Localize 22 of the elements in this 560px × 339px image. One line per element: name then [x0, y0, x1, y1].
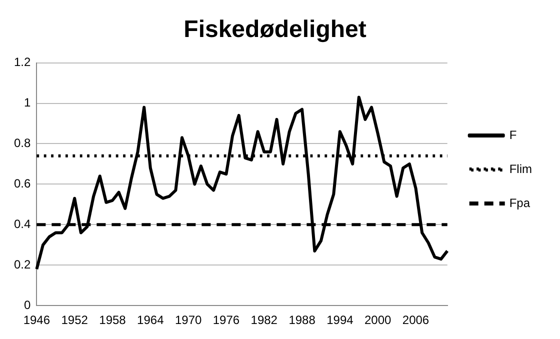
x-tick-label: 1952	[61, 313, 88, 328]
x-tick-label: 1976	[212, 313, 240, 328]
x-tick-label: 1964	[137, 313, 164, 328]
x-tick-label: 1982	[250, 313, 278, 328]
legend-label: Fpa	[509, 196, 530, 210]
y-tick-label: 0	[24, 298, 31, 312]
x-tick-label: 2000	[364, 313, 392, 328]
y-tick-label: 0.6	[14, 176, 31, 191]
y-tick-label: 0.8	[14, 136, 31, 150]
chart-title: Fiskedødelighet	[184, 16, 366, 44]
y-tick-label: 1.2	[14, 55, 31, 70]
legend-label: F	[509, 128, 517, 142]
x-tick-label: 1994	[326, 313, 354, 328]
legend-label: Flim	[509, 162, 532, 176]
x-tick-label: 1970	[174, 313, 202, 328]
x-tick-label: 1958	[99, 313, 126, 328]
x-tick-label: 2006	[402, 313, 430, 328]
y-tick-label: 0.2	[14, 257, 31, 272]
x-tick-label: 1946	[23, 313, 50, 328]
x-tick-label: 1988	[288, 313, 316, 328]
y-tick-label: 1	[24, 96, 31, 110]
y-tick-label: 0.4	[14, 216, 31, 231]
